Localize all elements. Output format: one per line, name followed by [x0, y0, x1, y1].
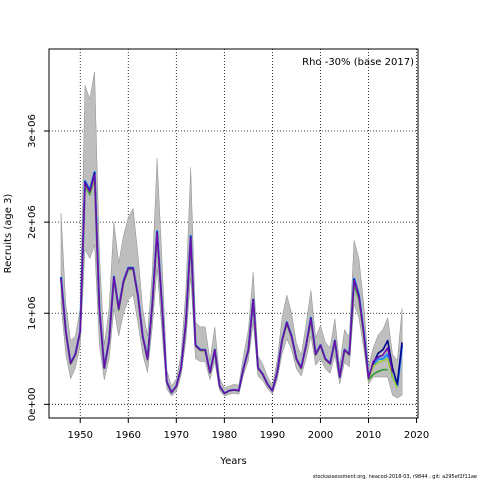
confidence-band-area: [60, 71, 403, 399]
x-tick-label: 1970: [164, 430, 189, 441]
x-tick-label: 1950: [68, 430, 93, 441]
retro-series-line: [60, 173, 394, 395]
y-tick-label: 0e+00: [27, 388, 38, 422]
x-tick-label: 2020: [404, 430, 429, 441]
x-tick-label: 2000: [308, 430, 333, 441]
y-axis-title: Recruits (age 3): [3, 194, 14, 274]
x-tick-label: 1980: [212, 430, 237, 441]
x-axis-title: Years: [219, 456, 246, 467]
confidence-band: [60, 71, 403, 399]
x-tick-label: 1960: [116, 430, 141, 441]
x-tick-label: 1990: [260, 430, 285, 441]
axes: 1950 1960 1970 1980 1990 2000 2010 2020 0e+00 1e+…: [27, 114, 429, 441]
x-tick-label: 2010: [356, 430, 381, 441]
plot-frame: [48, 48, 419, 419]
footer-note: stockassessment.org, neacod-2018-03, r98…: [313, 474, 477, 480]
y-tick-label: 2e+06: [27, 205, 38, 239]
chart-annotation: Rho -30% (base 2017): [302, 57, 414, 68]
y-tick-label: 1e+06: [27, 296, 38, 330]
y-tick-label: 3e+06: [27, 114, 38, 148]
series-lines: [59, 170, 404, 395]
